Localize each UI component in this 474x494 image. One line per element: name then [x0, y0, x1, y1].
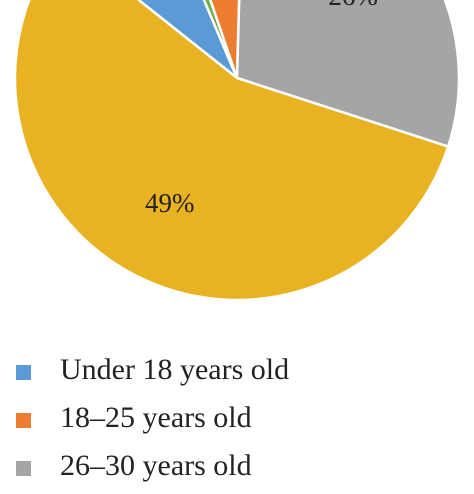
pie-data-label-3: 26%	[328, 0, 378, 11]
legend-label-18-25: 18–25 years old	[60, 401, 252, 434]
pie-slice-1	[202, 0, 239, 79]
pie-slice-3	[235, 0, 461, 149]
pie-slice-2	[209, 0, 241, 79]
pie-data-labels: 26% 49%	[145, 0, 378, 218]
pie-data-label-4: 49%	[145, 188, 195, 218]
pie-slice-4	[13, 0, 450, 302]
legend-swatch-26-30	[16, 461, 31, 476]
pie-slices	[13, 0, 461, 302]
legend-label-26-30: 26–30 years old	[60, 449, 252, 482]
legend-swatch-under-18	[16, 365, 31, 380]
legend-label-under-18: Under 18 years old	[60, 353, 290, 386]
legend-swatch-18-25	[16, 413, 31, 428]
pie-chart: 26% 49%	[13, 0, 461, 302]
